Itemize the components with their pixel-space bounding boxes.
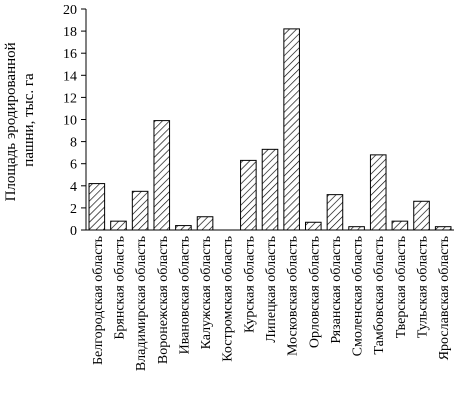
- x-tick-label: Белгородская область: [91, 236, 106, 365]
- x-tick-label: Ивановская область: [177, 236, 192, 354]
- bar: [391, 220, 409, 231]
- y-tick-label: 18: [63, 25, 77, 40]
- bar: [326, 194, 344, 231]
- x-tick-label: Тамбовская область: [372, 236, 387, 355]
- y-axis-title: Площадь эродированной пашни, тыс. га: [3, 39, 37, 202]
- bar: [153, 120, 171, 231]
- y-tick-label: 10: [63, 114, 77, 129]
- y-tick-label: 4: [70, 180, 77, 195]
- x-tick-label: Брянская область: [112, 236, 127, 340]
- y-tick-label: 6: [70, 158, 77, 173]
- x-tick-label: Воронежская область: [156, 236, 171, 364]
- y-axis-title-line1: Площадь эродированной: [3, 42, 19, 201]
- bar: [261, 148, 279, 231]
- x-tick-label: Владимирская область: [134, 236, 149, 371]
- x-tick-label: Ярославская область: [437, 236, 452, 360]
- bar: [240, 159, 257, 231]
- x-tick-label: Московская область: [286, 236, 301, 356]
- y-tick-label: 8: [70, 136, 77, 151]
- y-tick-label: 12: [63, 91, 77, 106]
- x-tick-label: Смоленская область: [351, 236, 366, 356]
- y-axis-ticks: 0 2 4 6 8 10 12 14 16 18 20: [63, 3, 86, 239]
- x-tick-label: Калужская область: [199, 236, 214, 349]
- y-axis-title-line2: пашни, тыс. га: [21, 73, 37, 167]
- y-tick-label: 20: [63, 3, 77, 18]
- bar: [413, 200, 430, 231]
- bar: [369, 154, 387, 231]
- bar: [131, 190, 149, 231]
- bar: [88, 183, 106, 231]
- x-tick-label: Рязанская область: [329, 236, 344, 344]
- bar: [196, 216, 214, 231]
- y-tick-label: 16: [63, 47, 77, 62]
- x-tick-label: Орловская область: [307, 236, 322, 348]
- y-tick-label: 2: [70, 202, 77, 217]
- x-tick-label: Липецкая область: [264, 236, 279, 343]
- bar: [175, 225, 192, 231]
- x-tick-label: Тульская область: [416, 236, 431, 338]
- bar: [110, 220, 127, 231]
- y-tick-label: 14: [63, 69, 77, 84]
- x-tick-label: Курская область: [242, 236, 257, 333]
- x-tick-label: Костромская область: [221, 236, 236, 362]
- bars: [88, 28, 452, 231]
- y-tick-label: 0: [70, 224, 77, 239]
- bar: [283, 28, 300, 231]
- category-labels: Белгородская область Брянская область Влад…: [91, 236, 452, 371]
- x-tick-label: Тверская область: [394, 236, 409, 338]
- bar: [305, 221, 322, 231]
